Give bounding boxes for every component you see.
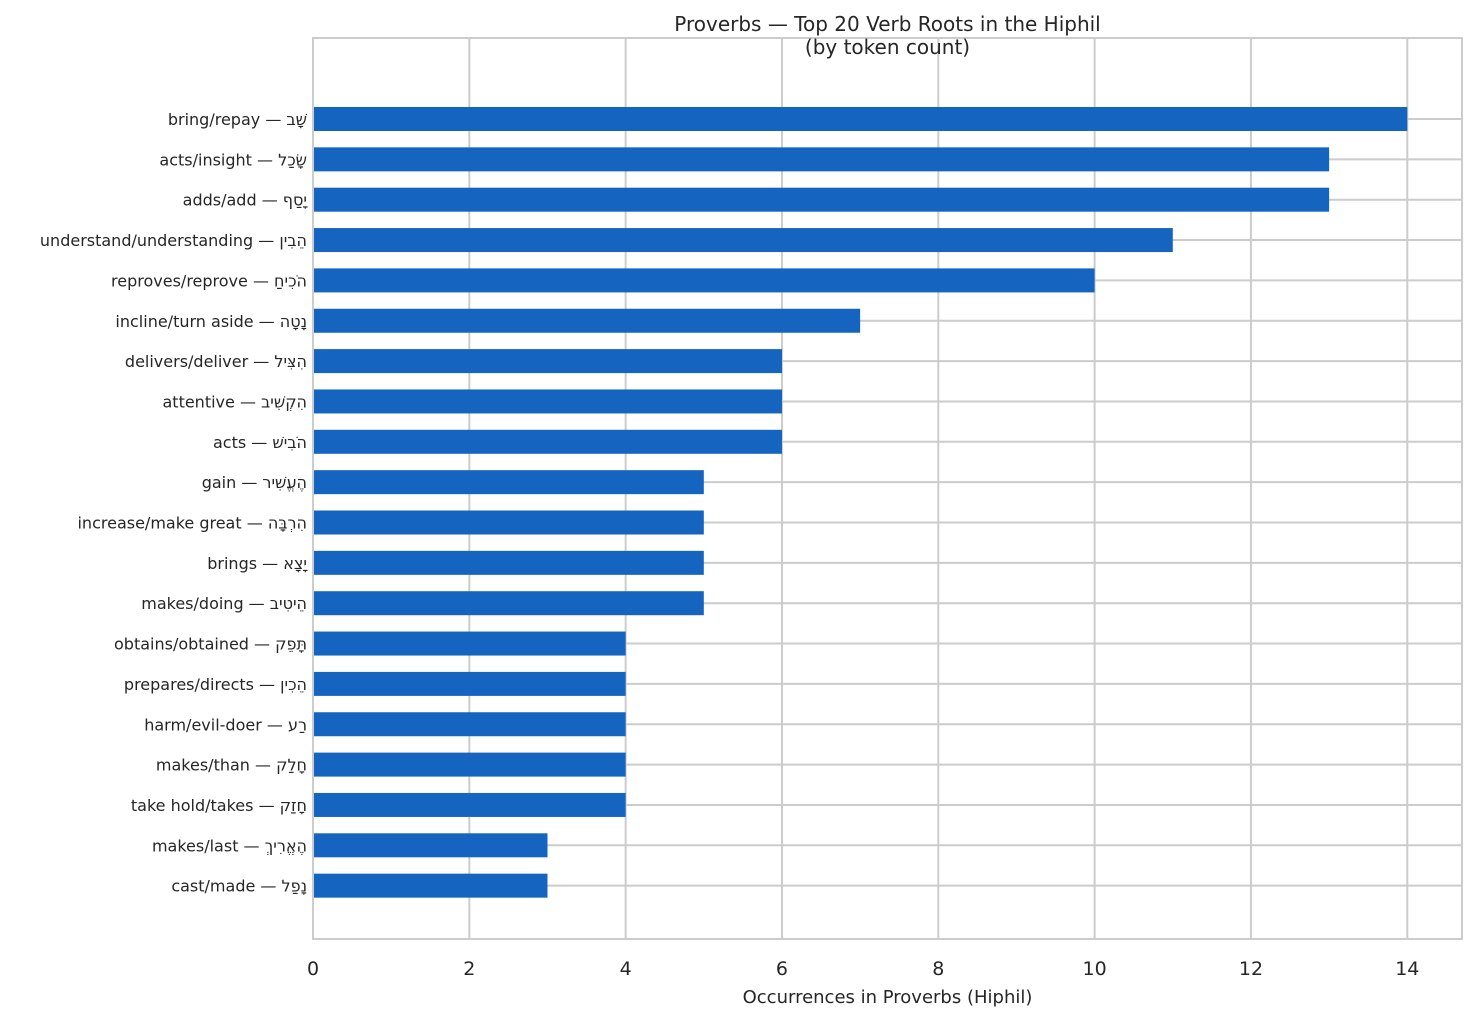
bar bbox=[313, 631, 626, 656]
x-tick-label: 14 bbox=[1395, 958, 1419, 980]
bar bbox=[313, 833, 548, 858]
x-tick-label: 10 bbox=[1083, 958, 1107, 980]
x-tick-label: 4 bbox=[620, 958, 632, 980]
bar bbox=[313, 712, 626, 737]
y-category-label: cast/made — נָפַל bbox=[171, 877, 307, 896]
bar bbox=[313, 510, 704, 535]
y-category-label: makes/than — חָלַק bbox=[156, 756, 307, 775]
bar bbox=[313, 389, 782, 414]
y-category-label: understand/understanding — הֵבִין bbox=[40, 231, 307, 250]
y-category-label: increase/make great — הִרְבָּה bbox=[77, 514, 307, 533]
y-category-label: brings — יָצָא bbox=[207, 554, 308, 573]
y-category-label: attentive — הִקְשִׁיב bbox=[162, 392, 307, 411]
bar-layer bbox=[313, 107, 1408, 898]
bar bbox=[313, 873, 548, 898]
bar bbox=[313, 591, 704, 616]
plot-frame bbox=[312, 37, 1463, 940]
bar bbox=[313, 268, 1095, 293]
x-tick-label: 8 bbox=[932, 958, 944, 980]
y-category-label: obtains/obtained — תָּפֵק bbox=[114, 635, 307, 654]
bar bbox=[313, 752, 626, 777]
x-tick-label: 6 bbox=[776, 958, 788, 980]
y-category-label: acts — הֹבִישׁ bbox=[213, 433, 307, 452]
y-category-label: harm/evil-doer — רַע bbox=[144, 715, 307, 734]
bar bbox=[313, 671, 626, 696]
bar bbox=[313, 550, 704, 575]
y-category-label: delivers/deliver — הִצִּיל bbox=[125, 352, 307, 371]
bar bbox=[313, 349, 782, 374]
y-category-label: bring/repay — שָׁב bbox=[168, 110, 308, 129]
bar bbox=[313, 228, 1173, 253]
y-category-label: makes/doing — הֵיטִיב bbox=[141, 594, 307, 613]
bar bbox=[313, 470, 704, 495]
x-tick-labels: 0 2 4 6 8 10 12 14 bbox=[307, 958, 1419, 980]
bar bbox=[313, 792, 626, 817]
bar bbox=[313, 308, 861, 333]
x-tick-label: 2 bbox=[463, 958, 475, 980]
y-category-label: take hold/takes — חָזַק bbox=[131, 796, 307, 815]
x-axis-label: Occurrences in Proverbs (Hiphil) bbox=[743, 987, 1033, 1008]
chart-title: Proverbs — Top 20 Verb Roots in the Hiph… bbox=[674, 12, 1100, 36]
bar bbox=[313, 429, 782, 454]
x-tick-label: 0 bbox=[307, 958, 319, 980]
bar bbox=[313, 107, 1408, 131]
chart-subtitle: (by token count) bbox=[805, 35, 970, 59]
y-category-label: prepares/directs — הֵכִין bbox=[124, 675, 307, 694]
y-category-labels: bring/repay — שָׁב acts/insight — שָׂכַל a… bbox=[40, 110, 308, 896]
x-tick-label: 12 bbox=[1239, 958, 1263, 980]
y-category-label: acts/insight — שָׂכַל bbox=[159, 150, 307, 169]
y-category-label: gain — הֶעֱשִׁיר bbox=[202, 473, 307, 492]
bar bbox=[313, 147, 1330, 172]
y-category-label: adds/add — יָסַף bbox=[183, 191, 308, 210]
y-category-label: incline/turn aside — נָטָה bbox=[115, 312, 307, 331]
bar bbox=[313, 187, 1330, 212]
y-category-label: reproves/reprove — הֹכִיחַ bbox=[111, 271, 307, 290]
y-category-label: makes/last — הֶאֱרִיךְ bbox=[152, 836, 307, 855]
